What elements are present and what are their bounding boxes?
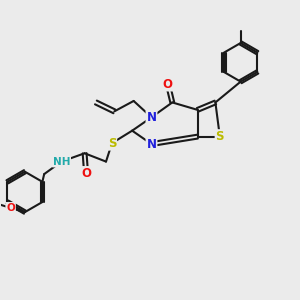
Text: S: S (216, 130, 224, 143)
Text: O: O (163, 77, 173, 91)
Text: S: S (108, 137, 116, 150)
Text: N: N (146, 138, 157, 151)
Text: N: N (146, 111, 157, 124)
Text: NH: NH (53, 157, 70, 166)
Text: O: O (6, 203, 15, 213)
Text: O: O (81, 167, 91, 180)
